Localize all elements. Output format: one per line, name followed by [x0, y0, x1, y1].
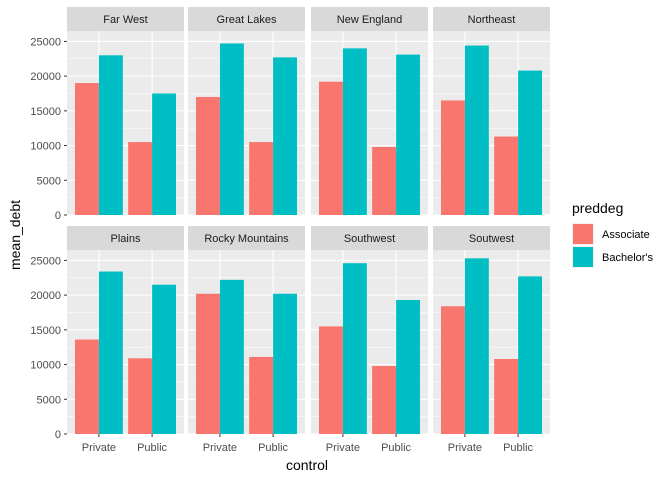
facet-strip	[188, 226, 305, 250]
facet-strip-label: Soutwest	[469, 233, 514, 245]
bar	[249, 356, 274, 434]
bar	[249, 142, 274, 215]
bar	[318, 326, 343, 434]
bar	[494, 136, 519, 215]
facet-strip-label: New England	[337, 14, 402, 26]
bar	[152, 93, 177, 215]
facet-strip-label: Plains	[111, 233, 141, 245]
bar	[195, 293, 220, 434]
bar	[396, 54, 421, 216]
axes-layer: 0 5000 10000 15000 20000 25000 0 5000 10000 15000…	[30, 36, 533, 454]
facet-strip	[188, 7, 305, 31]
bar	[518, 276, 543, 434]
bar	[518, 70, 543, 215]
facet-strip	[311, 226, 428, 250]
y-tick-label: 15000	[30, 106, 61, 118]
bar	[128, 142, 153, 215]
legend-entries: Associate Bachelor's	[572, 223, 654, 268]
facet-strip-label: Southwest	[344, 233, 395, 245]
facet-strip-label: Rocky Mountains	[204, 233, 289, 245]
y-tick-label: 20000	[30, 290, 61, 302]
facet-panel: Plains	[67, 226, 184, 435]
x-tick-label: Public	[503, 442, 533, 454]
facet-panel: Northeast	[433, 7, 550, 216]
bar	[74, 83, 99, 215]
facet-strip	[67, 7, 184, 31]
bar	[342, 263, 367, 434]
bar	[318, 81, 343, 215]
x-tick-label: Private	[448, 442, 482, 454]
bar	[74, 339, 99, 434]
x-tick-label: Private	[82, 442, 116, 454]
bar	[219, 279, 244, 434]
bar	[464, 45, 489, 215]
legend-label: Bachelor's	[602, 252, 654, 264]
facet-strip	[433, 226, 550, 250]
y-tick-label: 15000	[30, 325, 61, 337]
x-tick-label: Private	[326, 442, 360, 454]
facet-panel: Great Lakes	[188, 7, 305, 216]
facet-panel: New England	[311, 7, 428, 216]
facet-panel: Southwest	[311, 226, 428, 435]
y-tick-label: 0	[55, 429, 61, 441]
y-tick-label: 20000	[30, 71, 61, 83]
facet-strip-label: Northeast	[468, 14, 516, 26]
legend-swatch	[573, 247, 593, 267]
legend-title: preddeg	[572, 200, 623, 216]
bar	[273, 57, 298, 216]
facet-strip	[67, 226, 184, 250]
y-tick-label: 10000	[30, 360, 61, 372]
bar	[440, 306, 465, 434]
legend-swatch	[573, 224, 593, 244]
facet-panel: Rocky Mountains	[188, 226, 305, 435]
y-tick-label: 25000	[30, 36, 61, 48]
bar	[219, 43, 244, 216]
facet-strip	[433, 7, 550, 31]
bar	[372, 365, 397, 434]
y-tick-label: 10000	[30, 141, 61, 153]
bar	[372, 146, 397, 215]
y-tick-label: 0	[55, 210, 61, 222]
facet-panel: Far West	[67, 7, 184, 216]
legend: preddeg Associate Bachelor's	[572, 200, 654, 268]
bar	[98, 271, 123, 434]
facet-strip	[311, 7, 428, 31]
legend-label: Associate	[602, 229, 650, 241]
facet-strip-label: Great Lakes	[217, 14, 277, 26]
bar	[494, 359, 519, 434]
facet-strip-label: Far West	[103, 14, 147, 26]
x-axis-title: control	[286, 457, 328, 473]
y-tick-label: 25000	[30, 255, 61, 267]
y-tick-label: 5000	[37, 175, 61, 187]
bar	[128, 358, 153, 434]
bar	[98, 55, 123, 216]
y-tick-label: 5000	[37, 394, 61, 406]
bar	[440, 100, 465, 215]
bar	[396, 299, 421, 434]
x-tick-label: Public	[381, 442, 411, 454]
bar	[342, 48, 367, 215]
panels-layer: Far West Great Lakes New England Northeast P…	[67, 7, 550, 435]
x-tick-label: Private	[203, 442, 237, 454]
bar	[195, 96, 220, 215]
x-tick-label: Public	[258, 442, 288, 454]
bar	[152, 284, 177, 434]
y-axis-title: mean_debt	[7, 200, 23, 270]
bar	[464, 258, 489, 434]
facet-panel: Soutwest	[433, 226, 550, 435]
x-tick-label: Public	[137, 442, 167, 454]
bar	[273, 293, 298, 434]
